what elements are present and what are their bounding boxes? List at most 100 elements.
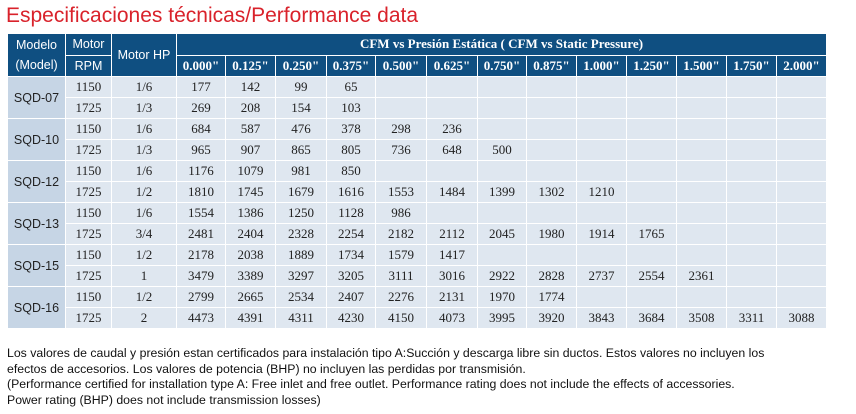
cfm-cell bbox=[477, 244, 527, 266]
cfm-cell bbox=[477, 118, 527, 140]
cfm-cell: 1765 bbox=[626, 223, 677, 245]
header-pressure: 0.250" bbox=[275, 54, 327, 77]
cfm-cell bbox=[477, 97, 527, 119]
notes: Los valores de caudal y presión estan ce… bbox=[7, 346, 855, 408]
cfm-cell: 1079 bbox=[225, 160, 276, 182]
cfm-cell: 3088 bbox=[776, 307, 827, 329]
cfm-cell bbox=[726, 244, 777, 266]
cfm-cell: 2112 bbox=[426, 223, 478, 245]
cfm-cell: 1579 bbox=[375, 244, 427, 266]
motor-hp: 1/6 bbox=[111, 76, 177, 98]
cfm-cell: 1679 bbox=[275, 181, 327, 203]
table-row: 1725 1/3 965 907 865 805 736 648 500 bbox=[8, 139, 827, 161]
motor-hp: 1/2 bbox=[111, 244, 177, 266]
table-row: SQD-12 1150 1/6 1176 1079 981 850 bbox=[7, 160, 827, 203]
cfm-cell: 2045 bbox=[477, 223, 527, 245]
cfm-cell: 3111 bbox=[375, 265, 427, 287]
cfm-cell: 4473 bbox=[176, 307, 226, 329]
cfm-cell: 2534 bbox=[275, 286, 327, 308]
table-row: SQD-10 1150 1/6 684 587 476 378 298 236 bbox=[7, 118, 827, 161]
motor-rpm: 1725 bbox=[65, 223, 112, 245]
cfm-cell bbox=[776, 265, 827, 287]
cfm-cell bbox=[526, 202, 577, 224]
header-pressure: 1.000" bbox=[576, 54, 627, 77]
motor-rpm: 1725 bbox=[65, 181, 112, 203]
table-row: 1725 1/2 1810 1745 1679 1616 1553 1484 1399 1302 1… bbox=[8, 181, 827, 203]
cfm-cell bbox=[726, 181, 777, 203]
page-title: Especificaciones técnicas/Performance da… bbox=[6, 4, 419, 27]
cfm-cell: 99 bbox=[275, 76, 327, 98]
table-row: 1725 2 4473 4391 4311 4230 4150 4073 3995 3920 384… bbox=[8, 307, 827, 329]
cfm-cell: 1616 bbox=[326, 181, 376, 203]
header-pressure-group: CFM vs Presión Estática ( CFM vs Static … bbox=[176, 33, 827, 56]
cfm-cell bbox=[477, 202, 527, 224]
cfm-cell: 1554 bbox=[176, 202, 226, 224]
cfm-cell: 981 bbox=[275, 160, 327, 182]
model-name: SQD-15 bbox=[7, 244, 66, 287]
cfm-cell: 805 bbox=[326, 139, 376, 161]
cfm-cell bbox=[375, 160, 427, 182]
cfm-cell: 1734 bbox=[326, 244, 376, 266]
cfm-cell bbox=[776, 223, 827, 245]
cfm-cell: 3995 bbox=[477, 307, 527, 329]
cfm-cell: 3920 bbox=[526, 307, 577, 329]
header-pressure: 1.750" bbox=[726, 54, 777, 77]
header-motor-hp: Motor HP bbox=[111, 33, 177, 77]
table-header: Modelo (Model) Motor Motor HP CFM vs Pre… bbox=[7, 33, 827, 77]
cfm-cell bbox=[726, 265, 777, 287]
cfm-cell: 378 bbox=[326, 118, 376, 140]
cfm-cell: 1128 bbox=[326, 202, 376, 224]
motor-hp: 1 bbox=[111, 265, 177, 287]
cfm-cell: 4230 bbox=[326, 307, 376, 329]
cfm-cell: 1553 bbox=[375, 181, 427, 203]
motor-hp: 1/6 bbox=[111, 160, 177, 182]
cfm-cell bbox=[526, 244, 577, 266]
cfm-cell bbox=[526, 118, 577, 140]
cfm-cell: 2182 bbox=[375, 223, 427, 245]
cfm-cell bbox=[526, 139, 577, 161]
cfm-cell: 2361 bbox=[676, 265, 727, 287]
cfm-cell bbox=[626, 286, 677, 308]
motor-hp: 1/3 bbox=[111, 97, 177, 119]
motor-hp: 1/6 bbox=[111, 118, 177, 140]
model-name: SQD-13 bbox=[7, 202, 66, 245]
cfm-cell bbox=[676, 139, 727, 161]
cfm-cell bbox=[576, 202, 627, 224]
cfm-cell: 3311 bbox=[726, 307, 777, 329]
motor-hp: 1/2 bbox=[111, 286, 177, 308]
header-pressure: 2.000" bbox=[776, 54, 827, 77]
cfm-cell bbox=[776, 202, 827, 224]
cfm-cell bbox=[375, 76, 427, 98]
cfm-cell: 2554 bbox=[626, 265, 677, 287]
cfm-cell: 3205 bbox=[326, 265, 376, 287]
cfm-cell bbox=[426, 202, 478, 224]
header-pressure: 1.250" bbox=[626, 54, 677, 77]
model-name: SQD-07 bbox=[7, 76, 66, 119]
header-model-line2: (Model) bbox=[15, 58, 58, 72]
cfm-cell bbox=[676, 286, 727, 308]
cfm-cell: 1417 bbox=[426, 244, 478, 266]
cfm-cell bbox=[776, 97, 827, 119]
cfm-cell bbox=[776, 118, 827, 140]
cfm-cell bbox=[676, 223, 727, 245]
cfm-cell: 3016 bbox=[426, 265, 478, 287]
cfm-cell: 4073 bbox=[426, 307, 478, 329]
cfm-cell bbox=[776, 244, 827, 266]
table-body: SQD-07 1150 1/6 177 142 99 65 1725 1/3 269 208 154 1… bbox=[7, 76, 827, 329]
cfm-cell bbox=[626, 244, 677, 266]
table-row: SQD-15 1150 1/2 2178 2038 1889 1734 1579 1417 bbox=[7, 244, 827, 287]
header-rpm: RPM bbox=[65, 54, 112, 77]
cfm-cell bbox=[426, 97, 478, 119]
motor-rpm: 1150 bbox=[65, 202, 112, 224]
cfm-cell bbox=[426, 76, 478, 98]
cfm-cell: 2737 bbox=[576, 265, 627, 287]
cfm-cell bbox=[726, 286, 777, 308]
cfm-cell: 684 bbox=[176, 118, 226, 140]
cfm-cell bbox=[526, 97, 577, 119]
header-pressure: 0.000" bbox=[176, 54, 226, 77]
cfm-cell bbox=[576, 139, 627, 161]
motor-rpm: 1150 bbox=[65, 160, 112, 182]
cfm-cell bbox=[576, 244, 627, 266]
cfm-cell: 850 bbox=[326, 160, 376, 182]
cfm-cell: 3479 bbox=[176, 265, 226, 287]
